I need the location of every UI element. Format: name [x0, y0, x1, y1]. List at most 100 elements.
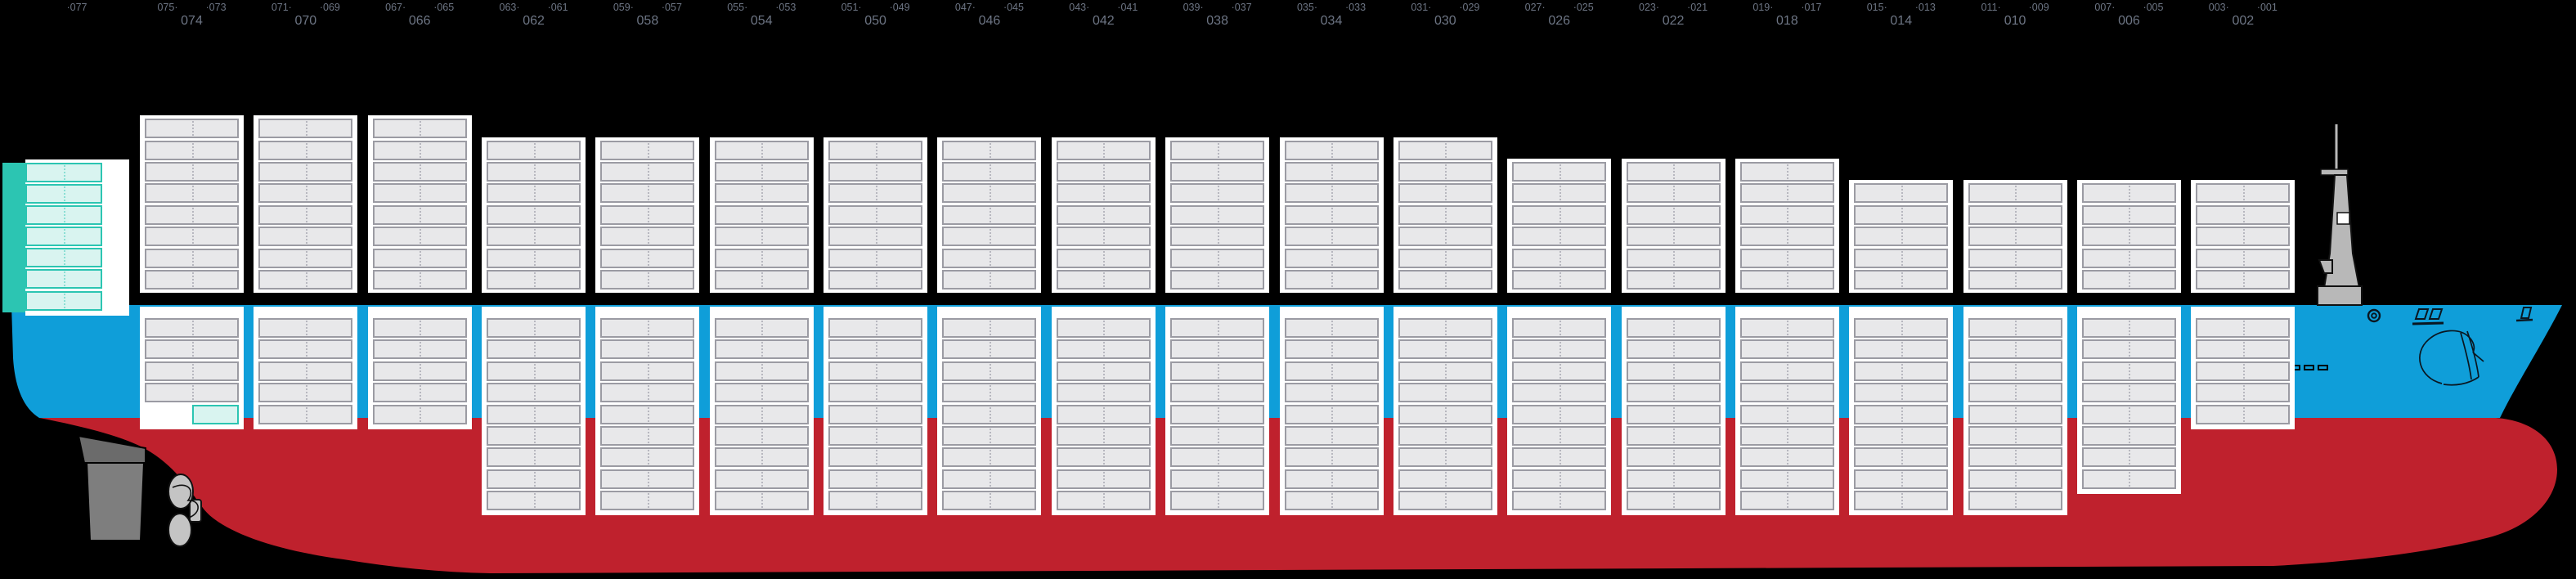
superstructure-deck-cell[interactable]: [25, 290, 102, 311]
container-slot-cell[interactable]: [600, 469, 695, 489]
container-slot-cell[interactable]: [1739, 361, 1834, 381]
hold-stack-bay-010[interactable]: [1963, 307, 2067, 516]
container-slot-cell[interactable]: [1398, 204, 1492, 225]
container-slot-cell[interactable]: [1968, 469, 2062, 489]
container-slot-cell[interactable]: [487, 227, 581, 247]
container-slot-cell[interactable]: [828, 318, 923, 338]
container-slot-cell[interactable]: [600, 227, 695, 247]
container-slot-cell[interactable]: [1284, 361, 1379, 381]
container-slot-cell[interactable]: [1056, 248, 1151, 268]
superstructure-deck-cell[interactable]: [25, 269, 102, 290]
container-slot-cell[interactable]: [1170, 425, 1265, 446]
container-slot-cell[interactable]: [487, 469, 581, 489]
container-slot-cell[interactable]: [1626, 183, 1721, 204]
container-slot-cell[interactable]: [1512, 248, 1607, 268]
container-slot-cell[interactable]: [1739, 447, 1834, 468]
container-slot-cell[interactable]: [600, 491, 695, 511]
container-slot-cell[interactable]: [1854, 318, 1949, 338]
container-slot-cell[interactable]: [2196, 248, 2291, 268]
container-slot-cell[interactable]: [600, 361, 695, 381]
container-slot-cell[interactable]: [145, 140, 239, 160]
deck-stack-bay-018[interactable]: [1735, 159, 1839, 293]
container-slot-cell[interactable]: [942, 140, 1037, 160]
container-slot-cell[interactable]: [2081, 204, 2176, 225]
container-slot-cell[interactable]: [1626, 469, 1721, 489]
container-slot-cell[interactable]: [145, 161, 239, 182]
hold-stack-bay-014[interactable]: [1849, 307, 1954, 516]
container-slot-cell[interactable]: [1512, 318, 1607, 338]
hold-stack-bay-058[interactable]: [595, 307, 700, 516]
deck-stack-bay-046[interactable]: [937, 137, 1042, 293]
container-slot-cell[interactable]: [145, 383, 239, 403]
container-slot-cell[interactable]: [1512, 404, 1607, 424]
container-slot-cell[interactable]: [1056, 227, 1151, 247]
container-slot-cell[interactable]: [1056, 183, 1151, 204]
container-slot-cell[interactable]: [942, 183, 1037, 204]
container-slot-cell[interactable]: [1968, 447, 2062, 468]
container-slot-cell[interactable]: [1854, 204, 1949, 225]
container-slot-cell[interactable]: [600, 204, 695, 225]
container-slot-cell[interactable]: [145, 227, 239, 247]
deck-stack-bay-074[interactable]: [140, 115, 244, 293]
container-slot-cell[interactable]: [1739, 183, 1834, 204]
container-slot-cell[interactable]: [1170, 204, 1265, 225]
superstructure-deck-grid[interactable]: [25, 163, 102, 312]
container-slot-cell[interactable]: [1056, 425, 1151, 446]
container-slot-cell[interactable]: [372, 161, 467, 182]
deck-stack-bay-030[interactable]: [1393, 137, 1497, 293]
container-slot-cell[interactable]: [600, 447, 695, 468]
container-slot-cell[interactable]: [2081, 339, 2176, 360]
container-slot-cell[interactable]: [145, 248, 239, 268]
container-slot-cell[interactable]: [1968, 183, 2062, 204]
container-slot-cell[interactable]: [1854, 469, 1949, 489]
container-slot-cell[interactable]: [1854, 339, 1949, 360]
container-slot-cell[interactable]: [2081, 383, 2176, 403]
container-slot-cell[interactable]: [372, 404, 467, 424]
container-slot-cell[interactable]: [1512, 204, 1607, 225]
container-slot-cell[interactable]: [1398, 227, 1492, 247]
container-slot-cell[interactable]: [1398, 183, 1492, 204]
hold-stack-bay-026[interactable]: [1507, 307, 1612, 516]
container-slot-cell[interactable]: [1284, 404, 1379, 424]
container-slot-cell[interactable]: [714, 469, 809, 489]
container-slot-cell[interactable]: [1056, 383, 1151, 403]
container-slot-cell[interactable]: [1056, 491, 1151, 511]
container-slot-cell[interactable]: [1854, 425, 1949, 446]
hold-stack-bay-038[interactable]: [1165, 307, 1270, 516]
container-slot-cell[interactable]: [258, 339, 353, 360]
container-slot-cell[interactable]: [1056, 269, 1151, 290]
container-slot-cell[interactable]: [600, 383, 695, 403]
container-slot-cell[interactable]: [828, 447, 923, 468]
container-slot-cell[interactable]: [1626, 447, 1721, 468]
container-slot-cell[interactable]: [600, 425, 695, 446]
container-slot-cell[interactable]: [372, 361, 467, 381]
container-slot-cell[interactable]: [1739, 491, 1834, 511]
container-slot-cell[interactable]: [1854, 447, 1949, 468]
container-slot-cell[interactable]: [1398, 491, 1492, 511]
container-slot-cell[interactable]: [2081, 183, 2176, 204]
container-slot-cell[interactable]: [145, 318, 239, 338]
container-slot-cell[interactable]: [258, 269, 353, 290]
container-slot-cell[interactable]: [487, 361, 581, 381]
container-slot-cell[interactable]: [372, 248, 467, 268]
deck-stack-bay-002[interactable]: [2191, 180, 2296, 293]
container-slot-cell[interactable]: [1512, 361, 1607, 381]
container-slot-cell[interactable]: [1739, 162, 1834, 182]
container-slot-cell[interactable]: [2081, 227, 2176, 247]
container-slot-cell[interactable]: [714, 269, 809, 290]
container-slot-cell[interactable]: [1626, 227, 1721, 247]
hold-stack-bay-070[interactable]: [254, 307, 358, 429]
container-slot-cell[interactable]: [600, 269, 695, 290]
container-slot-cell[interactable]: [600, 161, 695, 182]
container-slot-cell[interactable]: [828, 204, 923, 225]
container-slot-cell[interactable]: [1170, 227, 1265, 247]
container-slot-cell[interactable]: [1739, 425, 1834, 446]
deck-stack-bay-014[interactable]: [1849, 180, 1954, 293]
container-slot-cell[interactable]: [1056, 161, 1151, 182]
container-slot-cell[interactable]: [1284, 248, 1379, 268]
container-slot-cell[interactable]: [258, 119, 353, 139]
container-slot-cell[interactable]: [1170, 469, 1265, 489]
container-slot-cell[interactable]: [1284, 447, 1379, 468]
container-slot-cell[interactable]: [258, 227, 353, 247]
hold-stack-bay-002[interactable]: [2191, 307, 2296, 429]
